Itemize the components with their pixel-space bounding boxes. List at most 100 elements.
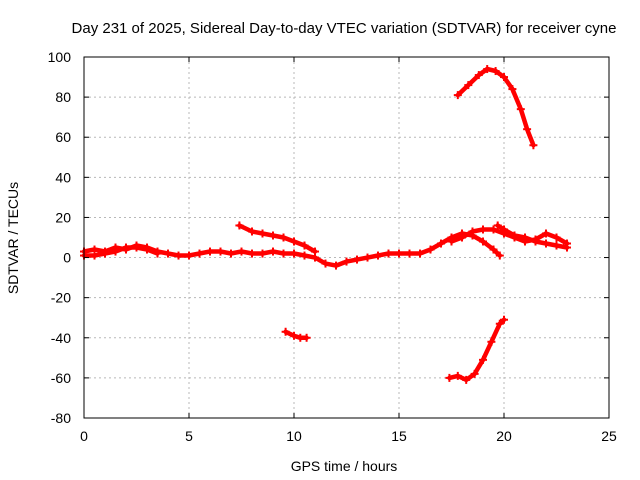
data-point — [531, 237, 540, 246]
data-point — [269, 231, 277, 240]
data-point — [489, 245, 498, 254]
data-point — [374, 251, 382, 260]
data-point — [300, 241, 309, 250]
series-layer — [80, 65, 571, 384]
data-point — [235, 221, 244, 230]
y-tick-label: -60 — [51, 370, 71, 386]
y-tick-labels: -80 -60 -40 -20 0 20 40 60 80 100 — [48, 49, 72, 426]
data-point — [508, 85, 517, 94]
data-point — [529, 141, 538, 150]
data-point — [479, 237, 487, 246]
data-point — [474, 71, 483, 80]
series-track-arc-high — [455, 66, 536, 148]
x-tick-label: 25 — [601, 428, 617, 444]
data-point — [216, 247, 225, 256]
y-tick-label: 40 — [55, 169, 71, 185]
data-point — [342, 257, 351, 266]
data-point — [195, 249, 204, 258]
data-point — [384, 249, 393, 258]
data-point — [468, 227, 477, 236]
data-point — [500, 315, 508, 324]
data-point — [164, 249, 172, 258]
data-point — [487, 337, 496, 346]
data-point — [445, 373, 454, 382]
data-point — [174, 251, 183, 260]
data-point — [552, 241, 561, 250]
chart-title: Day 231 of 2025, Sidereal Day-to-day VTE… — [72, 20, 617, 37]
data-point — [290, 249, 298, 258]
data-point — [447, 237, 456, 246]
data-point — [279, 233, 288, 242]
data-point — [542, 239, 550, 248]
data-point — [491, 67, 500, 76]
data-point — [500, 225, 508, 234]
data-point — [479, 355, 487, 364]
data-point — [321, 259, 330, 268]
data-point — [395, 249, 403, 258]
data-point — [542, 229, 550, 238]
data-point — [290, 237, 298, 246]
data-point — [248, 249, 256, 258]
data-point — [552, 233, 561, 242]
data-point — [363, 253, 372, 262]
data-point — [489, 225, 498, 234]
axis-ticks — [83, 56, 610, 419]
data-point — [563, 243, 571, 252]
data-point — [353, 255, 361, 264]
data-point — [122, 243, 130, 252]
data-point — [416, 249, 424, 258]
y-tick-label: -20 — [51, 290, 71, 306]
y-tick-label: 60 — [55, 129, 71, 145]
data-point — [185, 251, 193, 260]
data-point — [464, 81, 473, 90]
data-point — [101, 249, 109, 258]
data-point — [521, 233, 529, 242]
data-point — [483, 65, 492, 74]
data-point — [111, 247, 120, 256]
x-tick-label: 15 — [391, 428, 407, 444]
x-axis-label: GPS time / hours — [291, 458, 398, 474]
y-tick-label: -80 — [51, 410, 71, 426]
data-point — [90, 251, 99, 260]
y-tick-label: 80 — [55, 89, 71, 105]
grid — [84, 57, 609, 418]
x-tick-label: 20 — [496, 428, 512, 444]
x-tick-label: 5 — [185, 428, 193, 444]
y-tick-label: -40 — [51, 330, 71, 346]
y-tick-label: 20 — [55, 209, 71, 225]
data-point — [510, 231, 519, 240]
data-point — [495, 251, 504, 260]
data-point — [405, 249, 414, 258]
data-point — [258, 229, 267, 238]
data-point — [426, 245, 435, 254]
x-tick-labels: 0 5 10 15 20 25 — [80, 428, 617, 444]
data-point — [493, 221, 502, 230]
data-point — [248, 227, 256, 236]
data-point — [153, 249, 162, 258]
data-point — [453, 371, 462, 380]
y-tick-label: 100 — [48, 49, 72, 65]
series-track-neg-60 — [447, 317, 507, 383]
data-point — [290, 331, 298, 340]
data-point — [470, 369, 479, 378]
data-point — [500, 73, 508, 82]
data-point — [258, 249, 267, 258]
data-point — [132, 243, 141, 252]
data-point — [269, 247, 277, 256]
data-point — [332, 261, 340, 270]
data-point — [227, 249, 235, 258]
data-point — [143, 245, 151, 254]
data-point — [462, 375, 471, 384]
data-point — [300, 251, 309, 260]
data-point — [495, 319, 504, 328]
data-point — [437, 239, 445, 248]
data-point — [479, 225, 487, 234]
data-point — [237, 247, 246, 256]
data-point — [302, 333, 311, 342]
data-point — [453, 91, 462, 100]
data-point — [311, 247, 319, 256]
data-point — [516, 105, 525, 114]
x-tick-label: 10 — [286, 428, 302, 444]
data-point — [523, 125, 532, 134]
